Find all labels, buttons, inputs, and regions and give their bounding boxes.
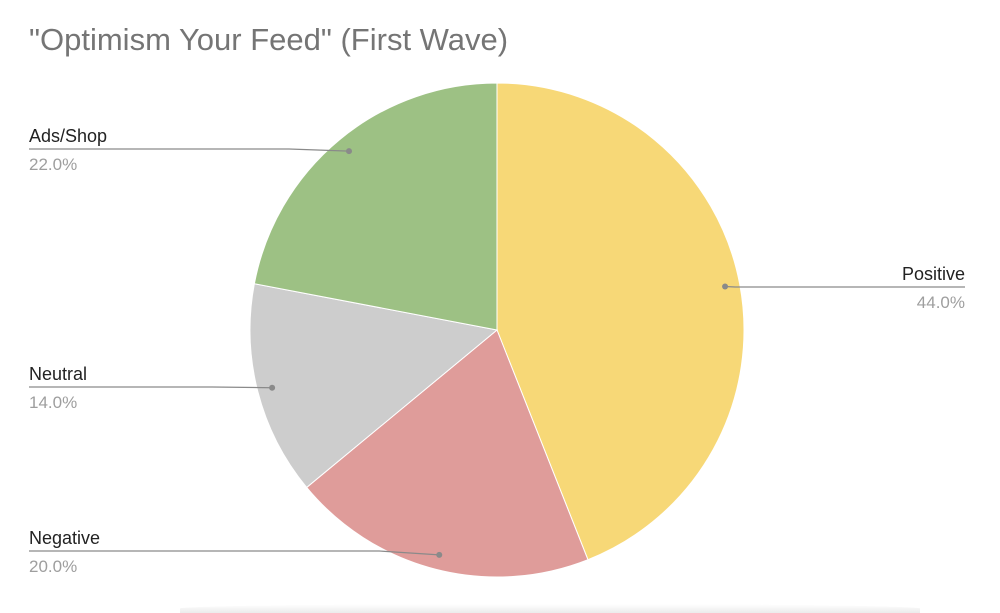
bottom-shadow xyxy=(180,604,920,613)
slice-percent-positive: 44.0% xyxy=(917,293,965,312)
pie-slice-positive xyxy=(496,82,745,561)
slice-label-negative: Negative xyxy=(29,528,100,548)
slice-percent-ads-shop: 22.0% xyxy=(29,155,77,174)
leader-dot-neutral xyxy=(269,384,276,391)
leader-dot-negative xyxy=(436,551,443,558)
pie-slice-negative xyxy=(305,329,589,578)
leader-line-positive xyxy=(725,285,965,288)
chart-title: "Optimism Your Feed" (First Wave) xyxy=(29,22,509,57)
slice-label-neutral: Neutral xyxy=(29,364,87,384)
leader-dot-positive xyxy=(722,283,729,290)
slice-percent-negative: 20.0% xyxy=(29,557,77,576)
slice-percent-neutral: 14.0% xyxy=(29,393,77,412)
leader-line-negative xyxy=(29,550,440,556)
pie-slices xyxy=(249,82,745,578)
pie-slice-ads-shop xyxy=(253,82,498,331)
slice-label-ads-shop: Ads/Shop xyxy=(29,126,107,146)
slice-label-positive: Positive xyxy=(902,264,965,284)
pie-slice-neutral xyxy=(249,283,499,489)
leader-line-ads-shop xyxy=(29,148,350,152)
leader-dot-ads-shop xyxy=(346,148,353,155)
pie-labels: Positive 44.0% Negative 20.0% Neutral 14.0% Ad… xyxy=(29,126,965,576)
leader-line-neutral xyxy=(29,386,273,389)
